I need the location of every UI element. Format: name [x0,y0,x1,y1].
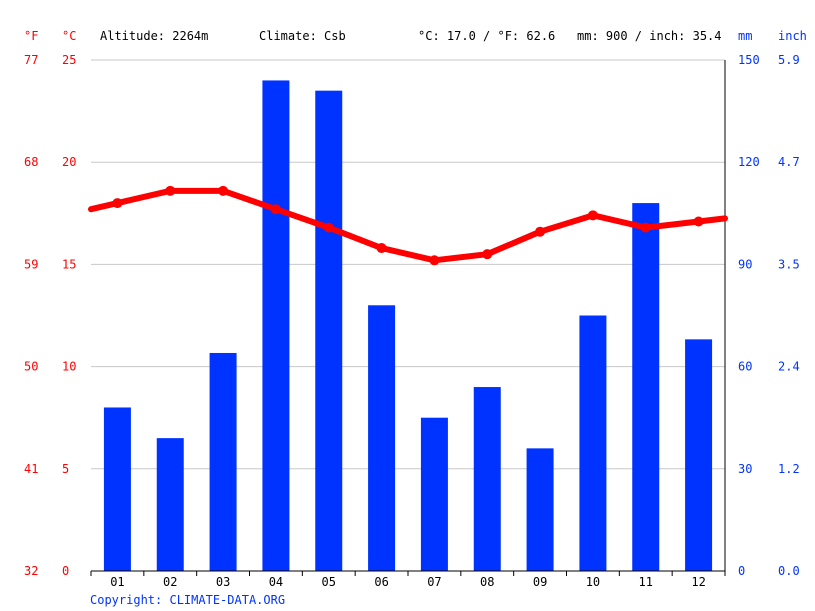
month-tick-label: 02 [163,575,177,589]
celsius-tick-label: 25 [62,53,76,67]
precipitation-bar [315,90,343,571]
month-tick-label: 03 [216,575,230,589]
month-tick-label: 07 [427,575,441,589]
temperature-point [640,222,651,233]
precipitation-bar [685,339,713,571]
precipitation-bar [579,315,607,571]
x-axis-ticks: 01 02 03 04 05 06 07 08 09 10 11 12 [90,571,726,589]
fahrenheit-tick-label: 68 [24,155,38,169]
inch-tick-label: 4.7 [778,155,800,169]
month-tick-label: 10 [586,575,600,589]
precipitation-bar [209,352,237,571]
celsius-unit-label: °C [62,29,76,43]
mm-unit-label: mm [738,29,752,43]
climate-label: Climate: Csb [259,29,346,43]
precipitation-bars [103,80,713,571]
celsius-tick-label: 20 [62,155,76,169]
temperature-point [270,204,281,215]
temperature-line [88,185,728,266]
month-tick-label: 04 [269,575,283,589]
temperature-point [429,255,440,266]
precipitation-bar [632,203,660,571]
month-tick-label: 06 [374,575,388,589]
average-temperature-label: °C: 17.0 / °F: 62.6 [418,29,555,43]
annual-precipitation-label: mm: 900 / inch: 35.4 [577,29,722,43]
celsius-tick-label: 5 [62,462,69,476]
month-tick-label: 01 [110,575,124,589]
fahrenheit-tick-label: 50 [24,360,38,374]
precipitation-bar [420,417,448,571]
fahrenheit-tick-label: 77 [24,53,38,67]
mm-tick-label: 30 [738,462,752,476]
copyright-link[interactable]: Copyright: CLIMATE-DATA.ORG [90,593,285,607]
celsius-tick-label: 10 [62,360,76,374]
precipitation-bar [368,305,396,571]
temperature-curve [88,187,728,264]
mm-tick-label: 120 [738,155,760,169]
precipitation-bar [526,448,554,571]
fahrenheit-tick-label: 41 [24,462,38,476]
precipitation-bar [262,80,290,571]
mm-tick-label: 90 [738,257,752,271]
month-tick-label: 12 [691,575,705,589]
temperature-point [535,226,546,237]
fahrenheit-unit-label: °F [24,29,38,43]
mm-tick-label: 60 [738,360,752,374]
inch-unit-label: inch [778,29,807,43]
inch-tick-label: 1.2 [778,462,800,476]
temperature-point [218,185,229,196]
celsius-tick-label: 15 [62,257,76,271]
temperature-point [112,198,123,209]
grid-lines [91,59,725,470]
mm-tick-label: 150 [738,53,760,67]
axis-tick-labels: 77 25 150 5.968 20 120 4.759 15 90 3.550 10 60 2.441… [24,53,800,578]
precipitation-bar [103,407,131,571]
inch-tick-label: 3.5 [778,257,800,271]
mm-tick-label: 0 [738,564,745,578]
fahrenheit-tick-label: 59 [24,257,38,271]
inch-tick-label: 5.9 [778,53,800,67]
temperature-point [587,210,598,221]
precipitation-bar [473,387,501,571]
month-tick-label: 11 [639,575,653,589]
month-tick-label: 09 [533,575,547,589]
temperature-point [323,222,334,233]
fahrenheit-tick-label: 32 [24,564,38,578]
precipitation-bar [156,438,184,571]
temperature-point [376,243,387,254]
altitude-label: Altitude: 2264m [100,29,208,43]
month-tick-label: 08 [480,575,494,589]
inch-tick-label: 2.4 [778,360,800,374]
temperature-point [482,249,493,260]
temperature-point [693,216,704,227]
temperature-point [165,185,176,196]
inch-tick-label: 0.0 [778,564,800,578]
month-tick-label: 05 [322,575,336,589]
celsius-tick-label: 0 [62,564,69,578]
